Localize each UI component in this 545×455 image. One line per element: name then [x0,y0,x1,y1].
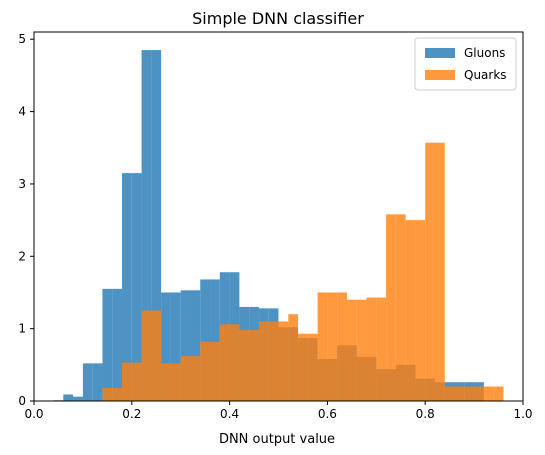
bar-quarks [346,299,357,401]
y-tick-label: 3 [18,177,26,191]
bar-gluons [151,50,162,402]
bar-gluons [141,50,152,402]
bar-gluons [102,288,113,401]
y-tick-label: 4 [18,105,26,119]
bar-quarks [161,363,171,401]
bar-quarks [278,321,289,401]
bar-quarks [395,214,406,401]
bar-quarks [444,386,455,401]
x-tick-label: 0.2 [122,407,141,421]
bar-gluons [170,292,181,401]
x-axis-ticks: 0.0 0.2 0.4 0.6 0.8 1.0 [24,401,533,421]
bar-quarks [141,310,152,401]
bar-quarks [493,386,504,401]
bar-gluons [122,173,132,401]
bar-quarks [200,341,211,401]
bar-gluons [210,279,220,401]
bar-quarks [307,333,318,401]
bar-quarks [434,142,445,401]
x-axis-label: DNN output value [219,432,335,447]
bar-quarks [122,362,132,401]
legend-swatch-quarks [425,70,455,80]
axes-frame [33,31,524,402]
bar-gluons [200,279,211,401]
x-tick-label: 1.0 [513,407,532,421]
y-axis-ticks: 0 1 2 3 4 5 [18,32,34,408]
x-tick-label: 0.0 [24,407,43,421]
bar-quarks [210,341,220,401]
legend-label-quarks: Quarks [464,68,507,82]
bar-gluons [63,394,74,401]
bar-quarks [386,214,396,401]
bar-quarks [317,292,328,401]
bar-quarks [229,324,240,401]
bar-quarks [327,292,338,401]
bar-quarks [180,356,191,401]
bar-quarks [219,324,230,401]
bar-quarks [405,220,416,401]
bar-quarks [131,362,142,401]
legend-label-gluons: Gluons [464,46,505,60]
bar-quarks [190,356,201,401]
bar-gluons [190,290,201,401]
bar-gluons [92,363,103,401]
bar-gluons [82,363,93,401]
legend-swatch-gluons [425,48,455,58]
bars-layer [53,50,504,402]
bar-quarks [464,386,475,401]
chart-title: Simple DNN classifier [192,9,364,28]
x-tick-label: 0.4 [220,407,239,421]
bar-quarks [102,387,123,401]
bar-quarks [483,386,494,401]
bar-quarks [249,330,259,401]
y-tick-label: 1 [18,322,26,336]
bar-quarks [356,299,367,401]
bar-quarks [366,297,377,401]
y-tick-label: 5 [18,32,26,46]
bar-quarks [415,220,426,401]
bar-quarks [151,310,162,401]
series-quarks [102,142,504,401]
bar-gluons [112,288,123,401]
bar-quarks [288,314,299,401]
y-tick-label: 0 [18,394,26,408]
bar-quarks [268,321,279,401]
y-tick-label: 2 [18,249,26,263]
bar-quarks [454,386,465,401]
bar-gluons [73,396,83,401]
axes-layer [33,31,524,402]
bar-quarks [298,333,308,401]
x-tick-label: 0.8 [416,407,435,421]
bar-quarks [239,330,250,401]
bar-gluons [131,173,142,401]
legend: Gluons Quarks [414,37,517,91]
bar-quarks [337,292,347,401]
bar-quarks [170,363,181,401]
bar-quarks [425,142,435,401]
bar-gluons [180,290,191,401]
bar-quarks [474,386,484,401]
bar-gluons [161,292,171,401]
x-tick-label: 0.6 [318,407,337,421]
bar-quarks [258,321,269,401]
bar-quarks [376,297,387,401]
